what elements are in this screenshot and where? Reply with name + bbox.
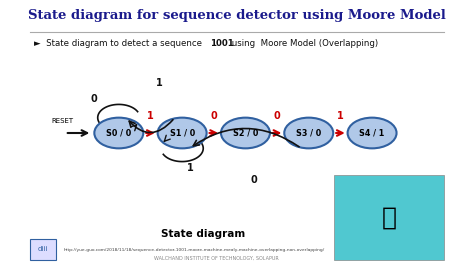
- Text: State diagram: State diagram: [161, 228, 246, 239]
- Text: 0: 0: [90, 94, 97, 104]
- Text: State diagram for sequence detector using Moore Model: State diagram for sequence detector usin…: [28, 9, 446, 22]
- Text: 👩: 👩: [382, 206, 396, 230]
- Text: 0: 0: [273, 111, 281, 121]
- Bar: [30, 239, 55, 260]
- Text: 0: 0: [250, 175, 257, 185]
- Text: http://yue-guo.com/2018/11/18/sequence-detector-1001-moore-machine-mealy-machine: http://yue-guo.com/2018/11/18/sequence-d…: [64, 248, 325, 252]
- Text: 1: 1: [337, 111, 344, 121]
- Text: S2 / 0: S2 / 0: [233, 128, 258, 138]
- Text: 1: 1: [155, 78, 162, 88]
- Text: RESET: RESET: [52, 118, 74, 124]
- Circle shape: [94, 118, 143, 148]
- Circle shape: [347, 118, 397, 148]
- Text: S4 / 1: S4 / 1: [359, 128, 385, 138]
- Text: ►  State diagram to detect a sequence: ► State diagram to detect a sequence: [35, 39, 205, 48]
- Text: WALCHAND INSTITUTE OF TECHNOLOGY, SOLAPUR: WALCHAND INSTITUTE OF TECHNOLOGY, SOLAPU…: [154, 256, 278, 261]
- Text: S3 / 0: S3 / 0: [296, 128, 321, 138]
- Text: diii: diii: [37, 246, 48, 252]
- Circle shape: [221, 118, 270, 148]
- Bar: [334, 175, 444, 260]
- Text: 1: 1: [147, 111, 154, 121]
- Text: 1001: 1001: [210, 39, 233, 48]
- Circle shape: [158, 118, 207, 148]
- Text: S0 / 0: S0 / 0: [106, 128, 131, 138]
- Text: using  Moore Model (Overlapping): using Moore Model (Overlapping): [228, 39, 378, 48]
- Text: 1: 1: [187, 163, 194, 173]
- Text: S1 / 0: S1 / 0: [170, 128, 195, 138]
- Circle shape: [284, 118, 333, 148]
- Text: 0: 0: [210, 111, 217, 121]
